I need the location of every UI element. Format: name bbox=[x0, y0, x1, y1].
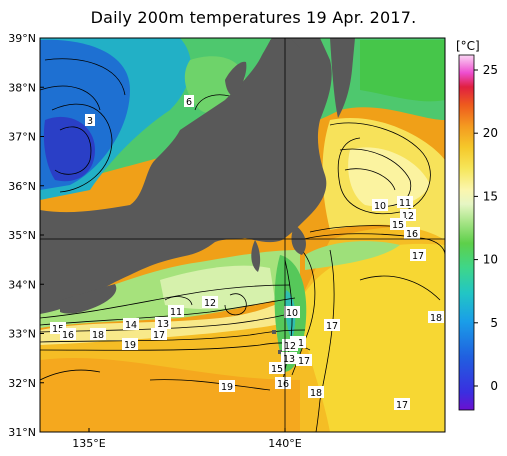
land-mass bbox=[40, 38, 355, 384]
svg-text:17: 17 bbox=[412, 251, 424, 262]
svg-text:17: 17 bbox=[298, 356, 310, 367]
isotherm-label: 12 bbox=[282, 339, 298, 352]
svg-text:13: 13 bbox=[283, 354, 295, 365]
isotherm-label: 17 bbox=[394, 398, 410, 411]
colorbar-ticks: 25 20 15 10 5 0 bbox=[474, 63, 498, 393]
colorbar-tick-label: 25 bbox=[483, 63, 498, 77]
graticule bbox=[40, 38, 445, 432]
isotherm-label: 19 bbox=[122, 338, 138, 351]
map-body: 3610111215161710111213151617151618141317… bbox=[40, 38, 445, 432]
colorbar-tick-label: 15 bbox=[483, 189, 498, 203]
svg-text:16: 16 bbox=[277, 379, 289, 390]
latitude-tick-label: 33°N bbox=[8, 328, 36, 341]
colorbar-scale bbox=[458, 54, 475, 411]
latitude-tick-label: 37°N bbox=[8, 131, 36, 144]
svg-text:12: 12 bbox=[402, 211, 414, 222]
colorbar-tick-label: 20 bbox=[483, 126, 498, 140]
isotherm-label: 10 bbox=[372, 199, 388, 212]
svg-text:18: 18 bbox=[310, 388, 322, 399]
svg-text:14: 14 bbox=[125, 320, 137, 331]
svg-text:15: 15 bbox=[392, 220, 404, 231]
isotherm-label: 18 bbox=[428, 311, 444, 324]
latitude-tick-label: 38°N bbox=[8, 81, 36, 94]
isotherm-label: 15 bbox=[390, 218, 406, 231]
longitude-tick-label: 135°E bbox=[72, 437, 105, 450]
isotherm-label: 16 bbox=[404, 227, 420, 240]
svg-text:16: 16 bbox=[62, 330, 74, 341]
isotherm-label: 18 bbox=[308, 386, 324, 399]
isotherm-label: 11 bbox=[397, 196, 413, 209]
isotherm-label: 15 bbox=[269, 362, 285, 375]
isotherm-labels: 3610111215161710111213151617151618141317… bbox=[50, 95, 444, 411]
longitude-tick-label: 140°E bbox=[268, 437, 301, 450]
isotherm-label: 17 bbox=[324, 319, 340, 332]
svg-text:18: 18 bbox=[430, 313, 442, 324]
colorbar-unit: [°C] bbox=[456, 39, 480, 53]
svg-text:13: 13 bbox=[157, 319, 169, 330]
latitude-tick-label: 34°N bbox=[8, 278, 36, 291]
svg-text:18: 18 bbox=[92, 330, 104, 341]
isotherm-label: 10 bbox=[284, 306, 300, 319]
latitude-tick-label: 36°N bbox=[8, 180, 36, 193]
svg-text:19: 19 bbox=[221, 382, 233, 393]
isotherm-label: 16 bbox=[60, 328, 76, 341]
svg-text:12: 12 bbox=[204, 298, 216, 309]
svg-text:17: 17 bbox=[396, 400, 408, 411]
isotherm-label: 16 bbox=[275, 377, 291, 390]
latitude-tick-label: 31°N bbox=[8, 426, 36, 439]
isotherm-label: 17 bbox=[410, 249, 426, 262]
isotherm-label: 18 bbox=[90, 328, 106, 341]
svg-text:11: 11 bbox=[170, 307, 182, 318]
svg-text:17: 17 bbox=[326, 321, 338, 332]
svg-text:19: 19 bbox=[124, 340, 136, 351]
colorbar-tick-label: 0 bbox=[490, 379, 498, 393]
isotherm-label: 12 bbox=[202, 296, 218, 309]
isotherm-label: 19 bbox=[219, 380, 235, 393]
isotherm-label: 13 bbox=[155, 317, 171, 330]
svg-text:3: 3 bbox=[87, 116, 93, 127]
isotherm-label: 17 bbox=[151, 328, 167, 341]
isotherm-label: 3 bbox=[85, 114, 95, 127]
colorbar-tick-label: 10 bbox=[483, 253, 498, 267]
latitude-tick-label: 39°N bbox=[8, 32, 36, 45]
colorbar: [°C] 25 20 15 10 5 0 bbox=[456, 39, 498, 411]
latitude-tick-label: 32°N bbox=[8, 377, 36, 390]
colorbar-tick-label: 5 bbox=[490, 316, 498, 330]
isotherm-label: 14 bbox=[123, 318, 139, 331]
map-title: Daily 200m temperatures 19 Apr. 2017. bbox=[90, 8, 417, 27]
svg-text:6: 6 bbox=[186, 97, 192, 108]
longitude-axis: 135°E 140°E bbox=[72, 428, 302, 450]
isotherm-label: 6 bbox=[184, 95, 194, 108]
svg-text:15: 15 bbox=[52, 324, 64, 335]
svg-text:10: 10 bbox=[286, 308, 298, 319]
latitude-tick-label: 35°N bbox=[8, 229, 36, 242]
svg-text:10: 10 bbox=[374, 201, 386, 212]
svg-text:11: 11 bbox=[399, 198, 411, 209]
svg-text:17: 17 bbox=[153, 330, 165, 341]
svg-text:16: 16 bbox=[406, 229, 418, 240]
isotherm-label: 11 bbox=[168, 305, 184, 318]
svg-text:15: 15 bbox=[271, 364, 283, 375]
svg-text:12: 12 bbox=[284, 341, 296, 352]
isotherm-label: 17 bbox=[296, 354, 312, 367]
latitude-axis: 39°N 38°N 37°N 36°N 35°N 34°N 33°N 32°N 31°N bbox=[8, 32, 44, 439]
